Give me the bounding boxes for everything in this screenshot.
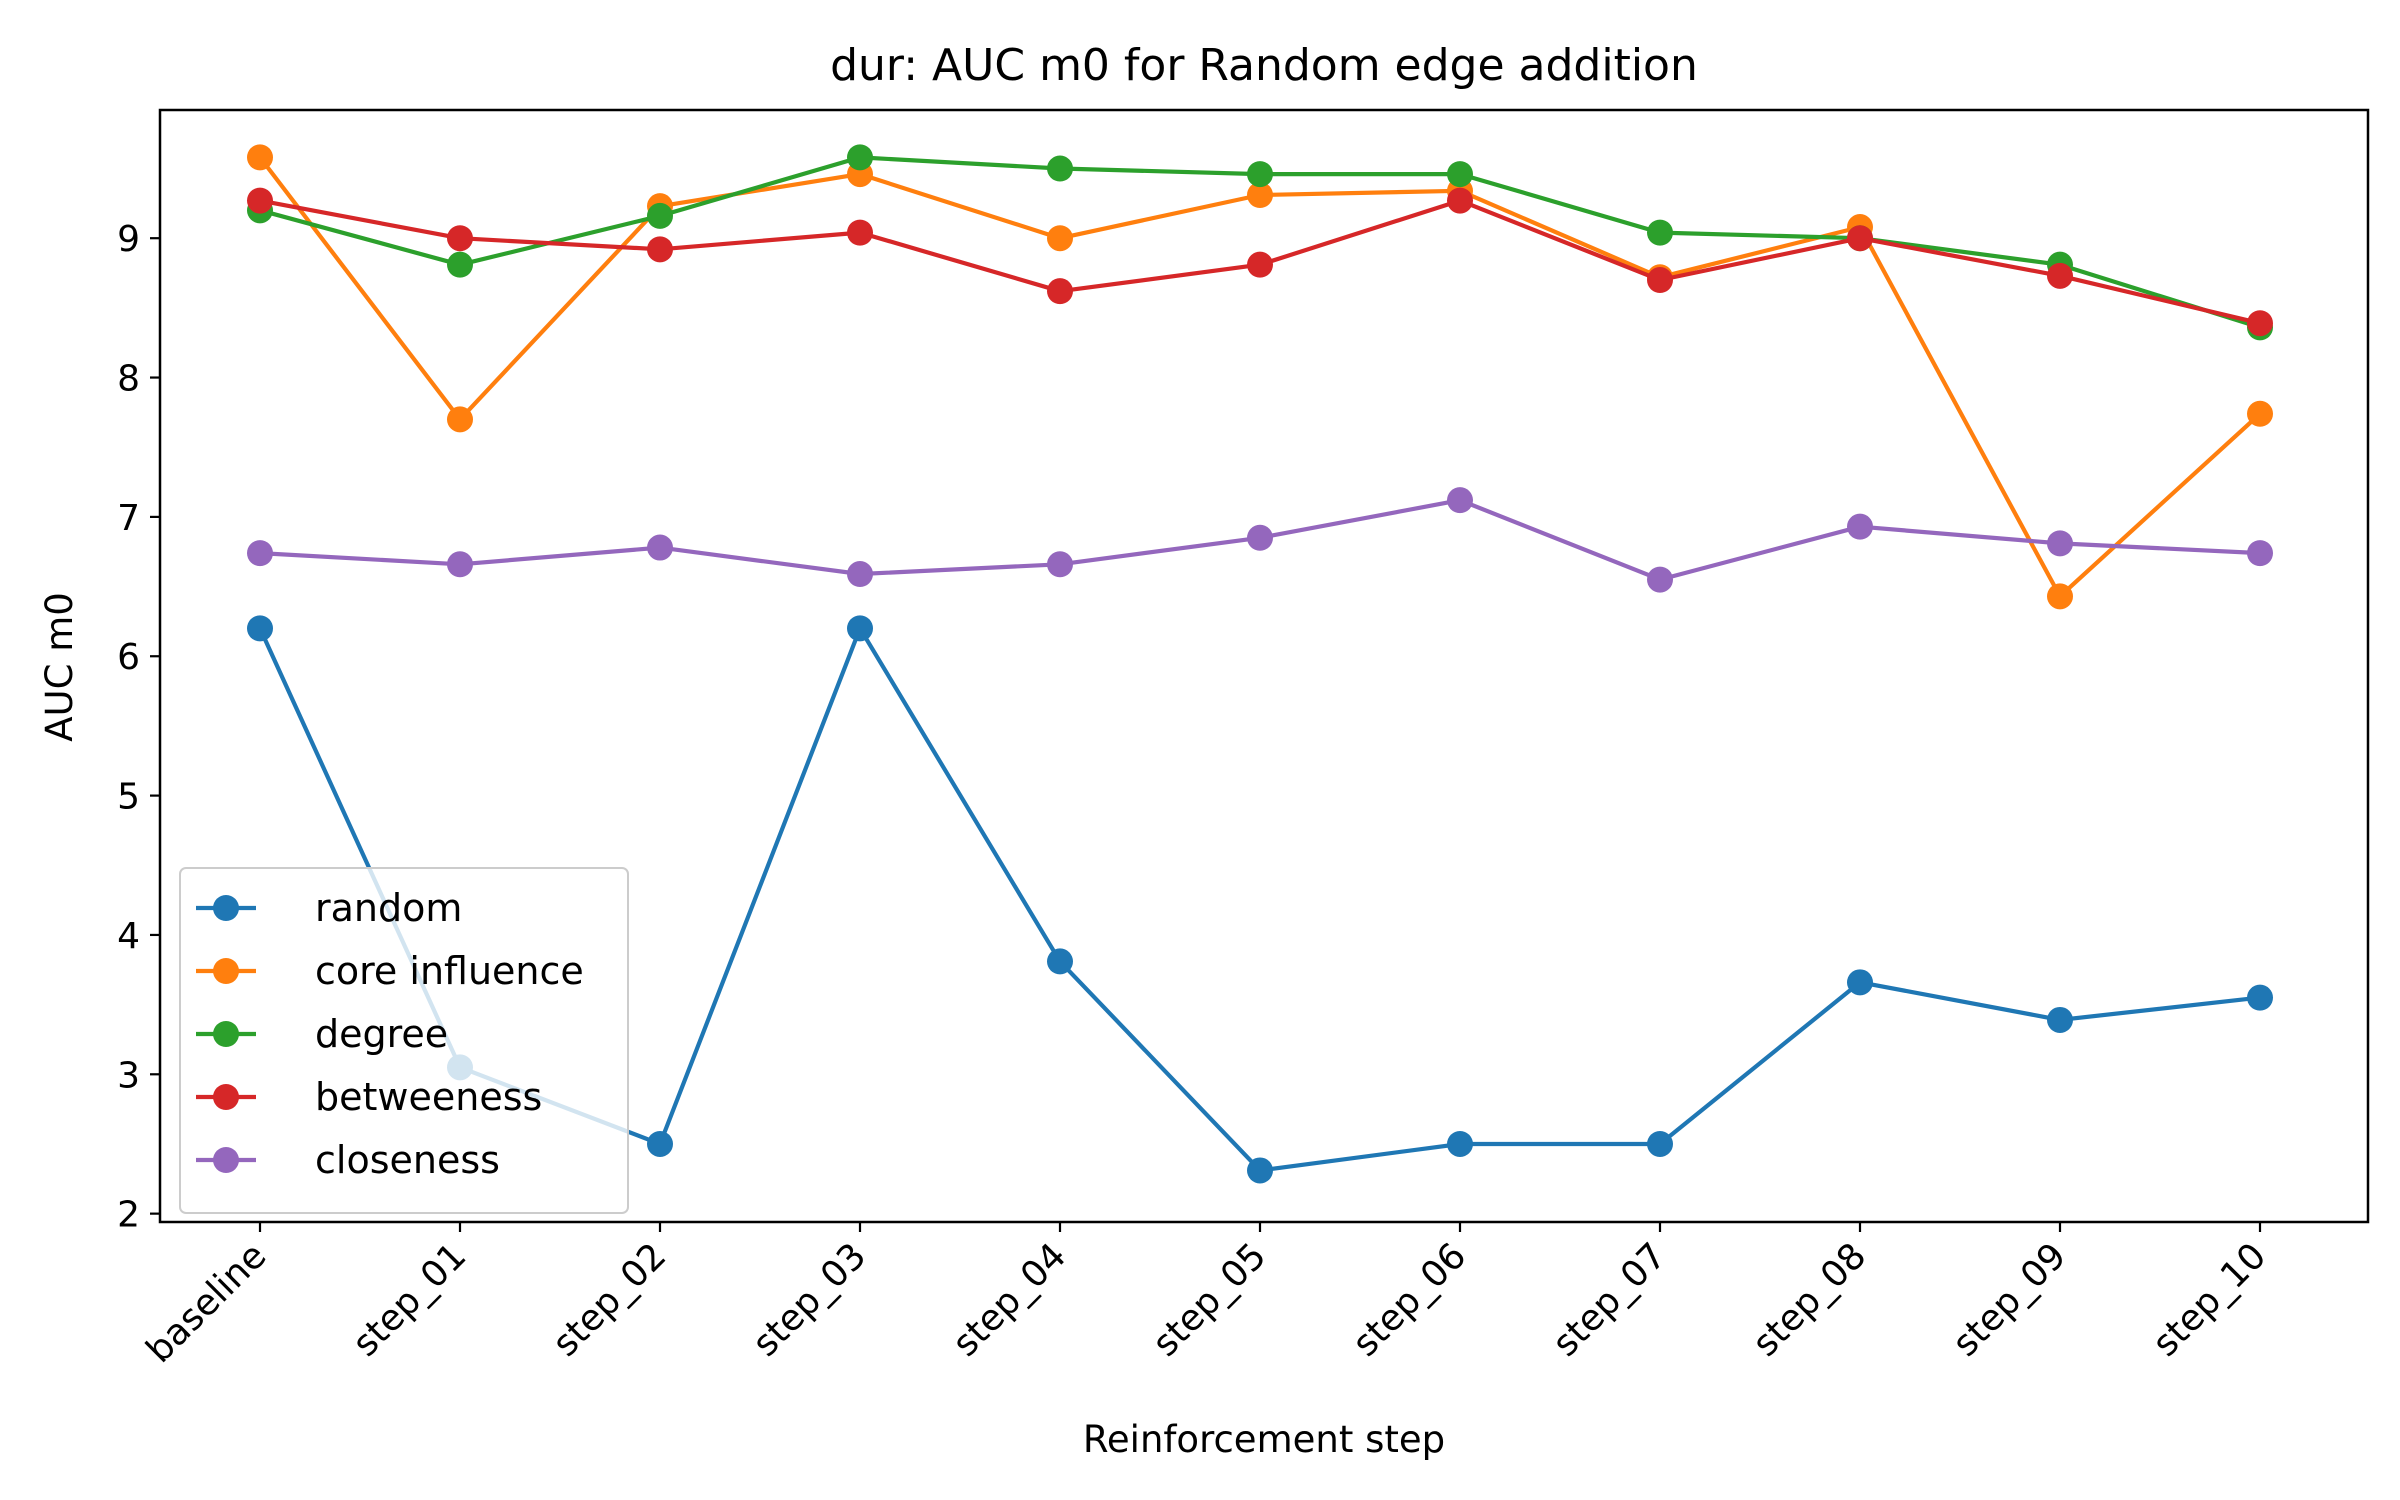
legend-label: degree — [315, 1012, 448, 1056]
legend-label: closeness — [315, 1138, 500, 1182]
data-point — [1247, 161, 1273, 188]
data-point — [1247, 524, 1273, 551]
data-point — [1047, 551, 1073, 578]
data-point — [1647, 267, 1673, 294]
data-point — [1247, 182, 1273, 209]
series-closeness — [247, 487, 2273, 593]
data-point — [447, 406, 473, 433]
legend-item-degree: degree — [196, 1012, 448, 1056]
data-point — [2247, 540, 2273, 567]
legend-swatch-marker — [213, 1147, 239, 1173]
data-point — [847, 144, 873, 171]
data-point — [647, 1130, 673, 1157]
y-tick-label: 4 — [117, 916, 140, 957]
data-point — [447, 551, 473, 578]
legend-label: random — [315, 886, 462, 930]
data-point — [2247, 400, 2273, 427]
chart-title: dur: AUC m0 for Random edge addition — [830, 40, 1698, 91]
data-point — [1447, 187, 1473, 214]
legend-label: core influence — [315, 949, 584, 993]
y-axis-ticks: 2 3 4 5 6 7 8 9 — [117, 219, 160, 1236]
data-point — [1447, 487, 1473, 514]
data-point — [1647, 219, 1673, 246]
plot-frame — [158, 108, 2370, 1224]
data-point — [1847, 225, 1873, 252]
data-point — [847, 615, 873, 642]
data-point — [447, 225, 473, 252]
y-tick-label: 9 — [117, 219, 140, 260]
data-point — [1847, 969, 1873, 996]
legend-item-random: random — [196, 886, 462, 930]
data-point — [247, 187, 273, 214]
data-point — [1847, 513, 1873, 540]
data-point — [247, 144, 273, 171]
data-point — [2047, 583, 2073, 610]
data-point — [1447, 1130, 1473, 1157]
data-point — [1047, 155, 1073, 182]
data-point — [2247, 310, 2273, 337]
data-point — [2047, 262, 2073, 289]
data-point — [847, 219, 873, 246]
y-tick-label: 3 — [117, 1055, 140, 1096]
legend-item-closeness: closeness — [196, 1138, 500, 1182]
y-axis-label: AUC m0 — [38, 592, 81, 742]
data-point — [2047, 1006, 2073, 1033]
data-point — [1247, 1157, 1273, 1184]
series-betweeness — [247, 187, 2273, 337]
data-point — [247, 615, 273, 642]
data-point — [647, 236, 673, 263]
data-point — [1047, 278, 1073, 305]
legend-label: betweeness — [315, 1075, 542, 1119]
y-tick-label: 2 — [117, 1195, 140, 1236]
data-point — [2247, 984, 2273, 1011]
data-point — [1647, 566, 1673, 593]
data-point — [1047, 225, 1073, 252]
x-axis-label: Reinforcement step — [1083, 1418, 1445, 1461]
data-point — [1647, 1130, 1673, 1157]
data-point — [2047, 530, 2073, 557]
legend-box — [179, 867, 629, 1214]
data-point — [647, 202, 673, 229]
y-tick-label: 8 — [117, 359, 140, 400]
legend-swatch-marker — [213, 895, 239, 921]
y-tick-label: 7 — [117, 498, 140, 539]
data-point — [647, 534, 673, 561]
legend: random core influence degree betweeness clos… — [179, 867, 629, 1214]
legend-swatch-marker — [213, 1084, 239, 1110]
data-point — [1047, 948, 1073, 975]
legend-swatch-marker — [213, 1021, 239, 1047]
data-point — [247, 540, 273, 567]
legend-item-betweeness: betweeness — [196, 1075, 542, 1119]
data-point — [1247, 251, 1273, 278]
data-point — [447, 251, 473, 278]
data-point — [1447, 161, 1473, 188]
legend-swatch-marker — [213, 958, 239, 984]
series-layer — [247, 144, 2273, 1184]
y-tick-label: 5 — [117, 777, 140, 818]
legend-item-core-influence: core influence — [196, 949, 584, 993]
y-tick-label: 6 — [117, 637, 140, 678]
data-point — [847, 561, 873, 588]
